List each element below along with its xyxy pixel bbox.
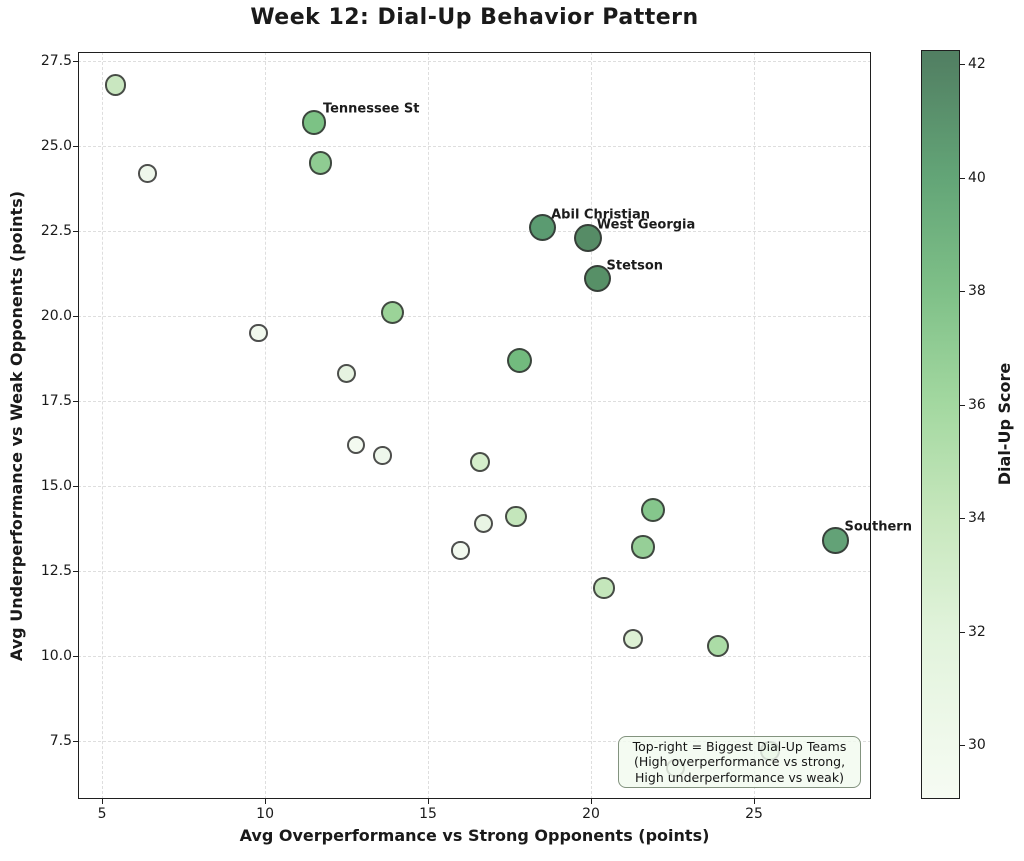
x-axis-label: Avg Overperformance vs Strong Opponents … [239, 826, 710, 845]
scatter-point [104, 74, 126, 96]
y-tick-mark [73, 231, 78, 233]
y-tick-label: 22.5 [40, 223, 72, 240]
gridline-y [78, 61, 871, 63]
y-tick-mark [73, 570, 78, 572]
gridline-y [78, 740, 871, 742]
scatter-point [623, 628, 644, 649]
scatter-point [583, 264, 612, 293]
scatter-point [528, 214, 556, 242]
colorbar-tick-label: 38 [968, 283, 986, 300]
colorbar-tick-label: 36 [968, 396, 986, 413]
scatter-point [822, 527, 849, 554]
x-tick-mark [265, 799, 267, 804]
point-label: Stetson [606, 258, 664, 274]
gridline-y [78, 485, 871, 487]
y-tick-mark [73, 146, 78, 148]
scatter-point [631, 535, 655, 559]
y-tick-label: 17.5 [40, 393, 72, 410]
colorbar-tick-mark [960, 177, 965, 179]
scatter-point [373, 446, 392, 465]
colorbar-tick-label: 32 [968, 623, 986, 640]
x-tick-label: 25 [745, 806, 763, 822]
x-tick-label: 15 [419, 806, 437, 822]
colorbar-tick-label: 40 [968, 169, 986, 186]
y-tick-label: 7.5 [49, 732, 72, 749]
y-tick-label: 10.0 [40, 647, 72, 664]
x-tick-mark [428, 799, 430, 804]
scatter-point [301, 110, 327, 135]
y-tick-mark [73, 740, 78, 742]
colorbar-tick-label: 30 [968, 737, 986, 754]
point-label: West Georgia [596, 217, 696, 233]
colorbar-label: Dial-Up Score [995, 362, 1014, 486]
y-tick-label: 12.5 [40, 562, 72, 579]
y-tick-label: 15.0 [40, 477, 72, 494]
scatter-point [138, 163, 158, 183]
colorbar-tick-mark [960, 631, 965, 633]
plot-area: Tennessee St Abil Christian West Georgia St… [78, 52, 912, 799]
y-tick-mark [73, 401, 78, 403]
scatter-point [347, 436, 366, 455]
y-tick-mark [73, 655, 78, 657]
annotation-text: Top-right = Biggest Dial-Up Teams (High … [632, 738, 847, 785]
gridline-y [78, 146, 871, 148]
x-tick-label: 5 [97, 806, 107, 822]
y-tick-mark [73, 61, 78, 63]
scatter-point [506, 347, 532, 373]
colorbar-tick-label: 34 [968, 510, 986, 527]
scatter-point [706, 634, 730, 657]
point-label: Southern [844, 519, 912, 535]
x-tick-label: 20 [582, 806, 600, 822]
chart-title: Week 12: Dial-Up Behavior Pattern [250, 5, 699, 30]
x-tick-label: 10 [256, 806, 274, 822]
gridline-y [78, 401, 871, 403]
x-tick-mark [102, 799, 104, 804]
scatter-point [505, 505, 527, 528]
scatter-point [473, 513, 493, 533]
y-tick-mark [73, 316, 78, 318]
gridline-y [78, 316, 871, 318]
gridline-x [265, 52, 267, 799]
scatter-point [593, 577, 615, 599]
colorbar [921, 50, 960, 799]
scatter-point [640, 497, 665, 522]
scatter-point [308, 151, 333, 175]
point-label: Tennessee St [322, 101, 420, 117]
axes-spines [78, 52, 871, 799]
scatter-point [249, 323, 268, 343]
scatter-point [451, 541, 470, 560]
scatter-point [469, 451, 491, 473]
scatter-point [336, 364, 357, 384]
y-tick-label: 20.0 [40, 308, 72, 325]
gridline-y [78, 570, 871, 572]
gridline-x [591, 52, 593, 799]
x-tick-mark [753, 799, 755, 804]
scatter-point [380, 301, 404, 325]
annotation-box: Top-right = Biggest Dial-Up Teams (High … [618, 736, 861, 788]
gridline-x [428, 52, 430, 799]
gridline-y [78, 231, 871, 233]
gridline-y [78, 655, 871, 657]
colorbar-tick-mark [960, 745, 965, 747]
gridline-x [753, 52, 755, 799]
y-axis-label: Avg Underperformance vs Weak Opponents (… [7, 190, 26, 662]
x-tick-mark [591, 799, 593, 804]
y-tick-label: 25.0 [40, 138, 72, 155]
colorbar-tick-mark [960, 518, 965, 520]
point-label: Abil Christian [551, 207, 651, 223]
y-tick-mark [73, 485, 78, 487]
y-tick-label: 27.5 [40, 53, 72, 70]
colorbar-tick-mark [960, 404, 965, 406]
colorbar-tick-label: 42 [968, 56, 986, 73]
gridline-x [102, 52, 104, 799]
colorbar-tick-mark [960, 291, 965, 293]
colorbar-tick-mark [960, 64, 965, 66]
scatter-point [573, 223, 602, 252]
